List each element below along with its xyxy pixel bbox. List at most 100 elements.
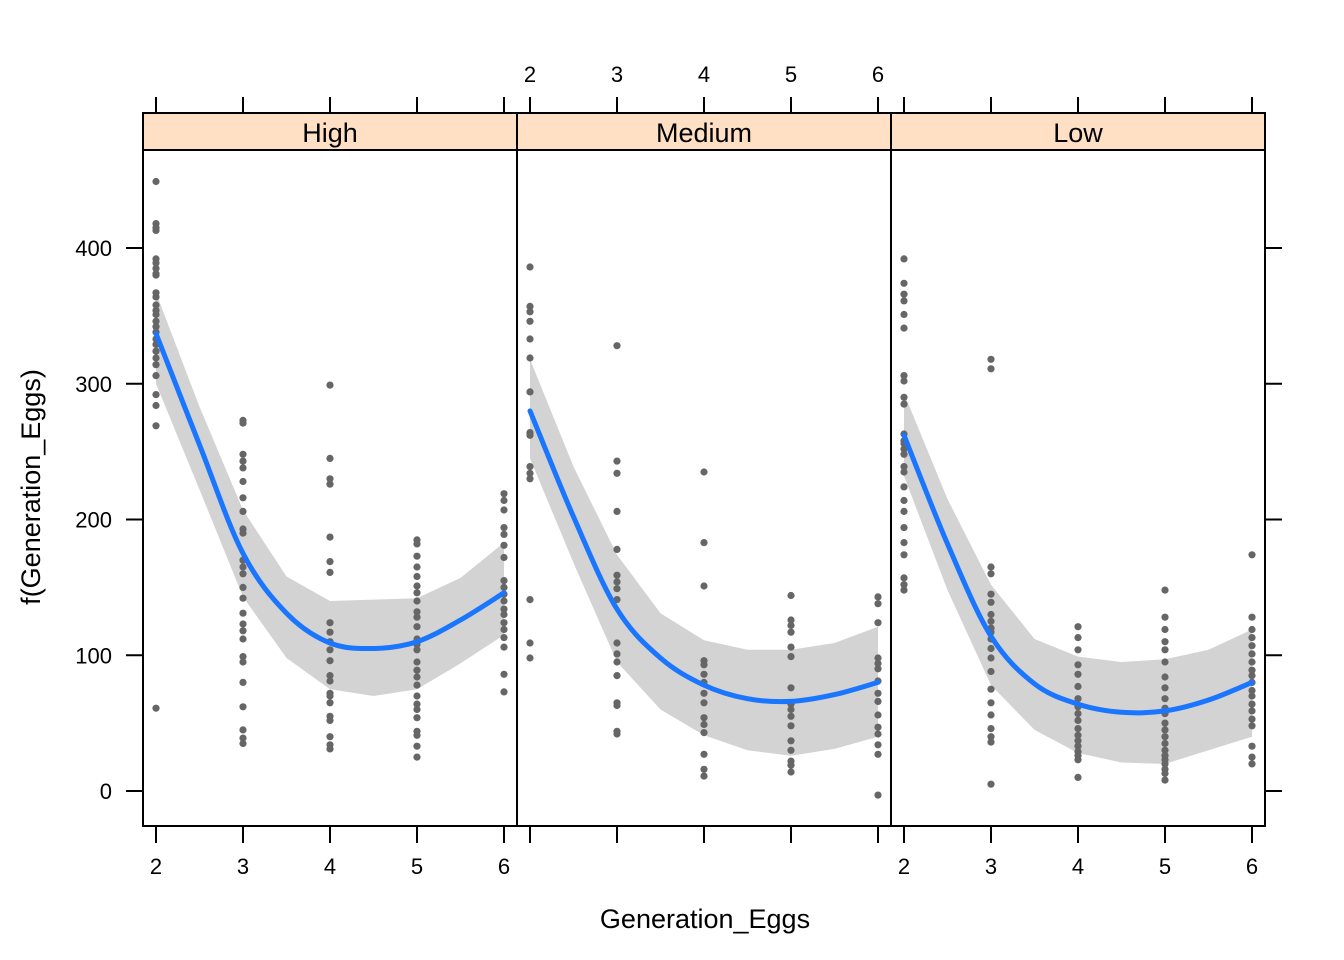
data-point <box>1161 586 1169 594</box>
data-point <box>526 469 534 477</box>
data-point <box>239 507 247 515</box>
data-point <box>326 692 334 700</box>
data-point <box>700 729 708 737</box>
data-point <box>874 711 882 719</box>
data-point <box>239 450 247 458</box>
data-point <box>413 742 421 750</box>
data-point <box>1161 746 1169 754</box>
data-point <box>1248 753 1256 761</box>
data-point <box>1074 756 1082 764</box>
data-point <box>900 377 908 385</box>
data-point <box>326 677 334 685</box>
data-point <box>874 730 882 738</box>
data-point <box>326 533 334 541</box>
data-point <box>413 731 421 739</box>
data-point <box>413 623 421 631</box>
data-point <box>413 572 421 581</box>
data-point <box>1161 684 1169 692</box>
data-point <box>787 684 795 692</box>
data-point <box>500 583 508 592</box>
data-point <box>700 772 708 780</box>
data-point <box>152 372 160 380</box>
data-point <box>900 279 908 287</box>
data-point <box>1161 695 1169 703</box>
data-point <box>239 583 247 592</box>
data-point <box>900 400 908 408</box>
data-point <box>874 723 882 731</box>
data-point <box>787 737 795 745</box>
fit-line <box>527 408 881 705</box>
data-point <box>987 644 995 653</box>
data-point <box>500 490 508 498</box>
data-point <box>787 761 795 769</box>
data-point <box>326 381 334 389</box>
data-point <box>787 616 795 624</box>
data-point <box>1248 692 1256 700</box>
data-point <box>613 730 621 738</box>
x-tick-label: 3 <box>611 62 623 87</box>
data-point <box>500 619 508 627</box>
x-tick-label: 2 <box>524 62 536 87</box>
data-point <box>787 591 795 600</box>
data-point <box>900 524 908 532</box>
data-point <box>500 553 508 562</box>
data-point <box>326 454 334 462</box>
data-point <box>413 608 421 616</box>
data-point <box>987 570 995 578</box>
data-point <box>1248 613 1256 621</box>
data-point <box>239 627 247 635</box>
data-point <box>613 658 621 666</box>
panel-high: High 2 3 4 5 6 <box>142 97 518 879</box>
x-tick-label: 2 <box>898 854 910 879</box>
strip-label: Low <box>1053 118 1103 148</box>
y-tick-label: 100 <box>75 643 112 668</box>
data-point <box>900 496 908 505</box>
data-point <box>874 659 882 668</box>
data-point <box>500 496 508 505</box>
data-point <box>239 563 247 571</box>
data-point <box>787 746 795 754</box>
data-point <box>239 678 247 687</box>
data-point <box>413 692 421 700</box>
data-point <box>526 431 534 439</box>
data-point <box>1161 776 1169 784</box>
data-point <box>413 582 421 590</box>
data-point <box>1074 773 1082 782</box>
data-point <box>900 463 908 471</box>
data-point <box>239 457 247 465</box>
data-point <box>500 670 508 678</box>
x-tick-label: 3 <box>985 854 997 879</box>
data-point <box>700 539 708 547</box>
data-point <box>413 700 421 708</box>
x-tick-label: 3 <box>237 854 249 879</box>
fit-line <box>153 331 507 652</box>
data-point <box>1248 715 1256 723</box>
x-tick-label: 6 <box>498 854 510 879</box>
data-point <box>700 699 708 707</box>
data-point <box>874 689 882 697</box>
x-tick-label: 5 <box>1159 854 1171 879</box>
data-point <box>987 733 995 741</box>
data-point <box>1161 673 1169 681</box>
data-point <box>526 317 534 325</box>
data-point <box>500 643 508 651</box>
data-point <box>987 610 995 619</box>
data-point <box>1074 710 1082 718</box>
data-point <box>900 372 908 380</box>
data-point <box>900 310 908 319</box>
data-point <box>1248 666 1256 674</box>
data-point <box>326 745 334 753</box>
data-point <box>787 712 795 720</box>
data-point <box>413 673 421 681</box>
data-point <box>152 301 160 309</box>
data-point <box>987 590 995 598</box>
data-point <box>987 654 995 662</box>
data-point <box>1161 638 1169 646</box>
data-point <box>526 335 534 343</box>
data-point <box>152 704 160 712</box>
data-point <box>526 596 534 604</box>
data-point <box>152 422 160 430</box>
data-point <box>413 666 421 674</box>
data-point <box>700 765 708 773</box>
data-point <box>526 302 534 310</box>
